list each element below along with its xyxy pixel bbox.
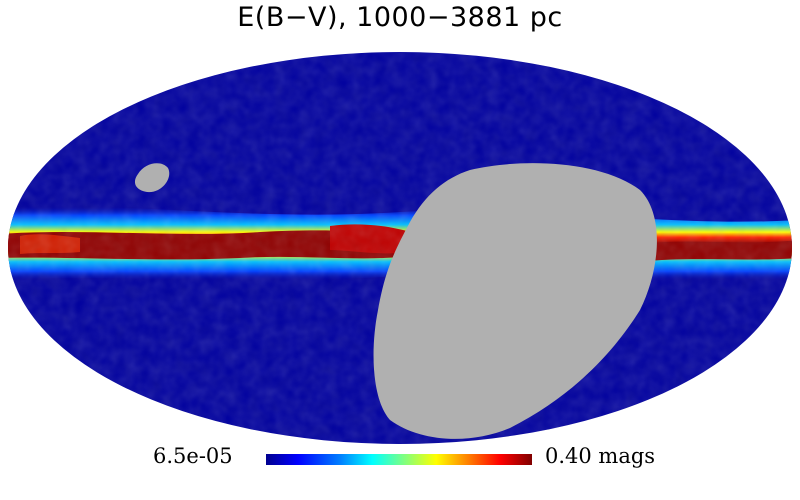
masked-region-small bbox=[134, 163, 170, 193]
map-title: E(B−V), 1000−3881 pc bbox=[237, 2, 563, 33]
colorbar-max-label: 0.40 mags bbox=[545, 444, 656, 468]
colorbar-min-label: 6.5e-05 bbox=[153, 444, 233, 468]
masked-region-large bbox=[373, 163, 657, 439]
colorbar bbox=[266, 454, 532, 465]
